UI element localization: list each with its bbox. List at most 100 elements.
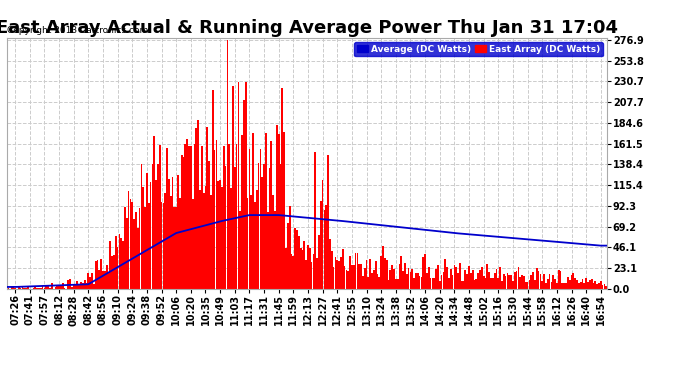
Bar (161, 202, 162, 289)
Bar (520, 277, 521, 289)
Bar (329, 239, 331, 289)
Bar (146, 173, 148, 289)
Bar (400, 256, 402, 289)
Bar (574, 279, 576, 289)
Bar (313, 254, 315, 289)
Bar (542, 280, 543, 289)
Bar (399, 264, 400, 289)
Bar (27, 288, 29, 289)
Bar (82, 284, 83, 289)
Bar (355, 252, 357, 289)
Bar (270, 141, 273, 289)
Bar (97, 260, 99, 289)
Bar (582, 279, 583, 289)
Bar (256, 190, 257, 289)
Bar (518, 267, 520, 289)
Bar (40, 288, 41, 289)
Bar (14, 288, 16, 289)
Bar (273, 195, 274, 289)
Bar (91, 273, 93, 289)
Bar (181, 155, 183, 289)
Bar (373, 270, 375, 289)
Bar (77, 281, 78, 289)
Bar (357, 253, 358, 289)
Bar (68, 280, 69, 289)
Bar (60, 286, 62, 289)
Bar (497, 278, 499, 289)
Bar (486, 264, 489, 289)
Bar (484, 278, 486, 289)
Bar (408, 268, 409, 289)
Bar (461, 281, 462, 289)
Bar (525, 282, 526, 289)
Bar (205, 186, 206, 289)
Bar (587, 282, 589, 289)
Bar (236, 144, 237, 289)
Bar (435, 270, 437, 289)
Bar (250, 195, 252, 289)
Bar (51, 283, 52, 289)
Bar (316, 258, 318, 289)
Bar (602, 285, 604, 289)
Bar (455, 267, 457, 289)
Bar (419, 276, 420, 289)
Bar (265, 134, 267, 289)
Bar (327, 154, 329, 289)
Bar (199, 190, 201, 289)
Bar (549, 274, 551, 289)
Bar (46, 286, 47, 289)
Bar (102, 272, 104, 289)
Bar (144, 207, 146, 289)
Bar (172, 177, 173, 289)
Bar (110, 241, 111, 289)
Bar (351, 265, 353, 289)
Bar (506, 273, 509, 289)
Bar (371, 273, 373, 289)
Bar (444, 260, 446, 289)
Bar (279, 164, 282, 289)
Bar (320, 201, 322, 289)
Bar (382, 246, 384, 289)
Bar (439, 280, 441, 289)
Bar (287, 224, 288, 289)
Bar (422, 258, 424, 289)
Bar (100, 259, 102, 289)
Bar (358, 264, 360, 289)
Bar (131, 202, 133, 289)
Bar (119, 234, 120, 289)
Bar (573, 273, 574, 289)
Bar (569, 280, 571, 289)
Bar (470, 273, 472, 289)
Bar (226, 40, 228, 289)
Bar (166, 147, 168, 289)
Bar (322, 180, 324, 289)
Bar (18, 286, 20, 289)
Bar (526, 282, 529, 289)
Bar (543, 274, 545, 289)
Bar (540, 274, 541, 289)
Bar (221, 186, 223, 289)
Bar (177, 175, 179, 289)
Bar (186, 139, 188, 289)
Bar (155, 180, 157, 289)
Bar (47, 286, 49, 289)
Bar (500, 267, 501, 289)
Bar (12, 287, 14, 289)
Bar (545, 284, 546, 289)
Bar (276, 126, 277, 289)
Bar (38, 288, 40, 289)
Bar (326, 205, 327, 289)
Bar (79, 285, 80, 289)
Bar (139, 208, 141, 289)
Bar (337, 260, 338, 289)
Bar (342, 249, 344, 289)
Bar (333, 267, 335, 289)
Bar (492, 278, 493, 289)
Bar (379, 278, 380, 289)
Bar (69, 279, 71, 289)
Bar (395, 279, 397, 289)
Bar (531, 275, 532, 289)
Bar (192, 199, 193, 289)
Bar (512, 281, 514, 289)
Bar (433, 278, 435, 289)
